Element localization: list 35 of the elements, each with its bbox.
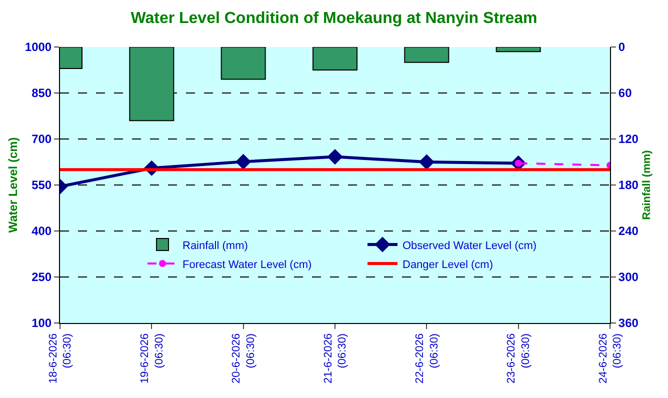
y2-tick-label: 300 bbox=[618, 270, 639, 284]
y-tick-label: 850 bbox=[32, 86, 52, 100]
y2-tick-label: 240 bbox=[618, 224, 639, 238]
bar bbox=[220, 47, 266, 80]
x-tick-label: 24-6-2026 (06:30) bbox=[597, 333, 624, 384]
y2-axis-title: Rainfall (mm) bbox=[640, 150, 653, 220]
chart-title: Water Level Condition of Moekaung at Nanyin Stream bbox=[130, 10, 538, 28]
point bbox=[327, 148, 343, 165]
bar bbox=[312, 47, 358, 70]
x-tick-label: 23-6-2026 (06:30) bbox=[506, 333, 532, 384]
x-tick-label: 19-6-2026 (06:30) bbox=[139, 333, 166, 384]
y2-tick-label: 60 bbox=[618, 86, 632, 100]
bar bbox=[496, 47, 541, 52]
point bbox=[418, 154, 434, 170]
legend-label: Rainfall (mm) bbox=[182, 240, 248, 252]
y2-tick-label: 0 bbox=[618, 40, 626, 54]
x-tick-label: 22-6-2026 (06:30) bbox=[414, 333, 440, 384]
legend-label: Forecast Water Level (cm) bbox=[182, 258, 312, 271]
y2-tick-label: 180 bbox=[618, 178, 639, 192]
bar bbox=[404, 47, 450, 63]
x-tick-label: 20-6-2026 (06:30) bbox=[230, 333, 258, 384]
y-tick-label: 700 bbox=[32, 132, 52, 146]
y2-tick-label: 120 bbox=[618, 132, 639, 146]
y-axis-title: Water Level (cm) bbox=[6, 137, 20, 233]
y2-tick-label: 360 bbox=[618, 316, 639, 330]
y-tick-label: 400 bbox=[32, 224, 52, 238]
x-tick-label: 21-6-2026 (06:30) bbox=[322, 333, 349, 384]
legend-label: Observed Water Level (cm) bbox=[402, 240, 537, 252]
point bbox=[236, 154, 252, 170]
y-tick-label: 550 bbox=[32, 178, 52, 192]
legend-label: Danger Level (cm) bbox=[402, 258, 493, 271]
x-tick-label: 18-6-2026 (06:30) bbox=[47, 333, 74, 384]
y-tick-label: 1000 bbox=[24, 40, 52, 54]
y-tick-label: 250 bbox=[32, 270, 52, 284]
y-tick-label: 100 bbox=[32, 316, 52, 330]
